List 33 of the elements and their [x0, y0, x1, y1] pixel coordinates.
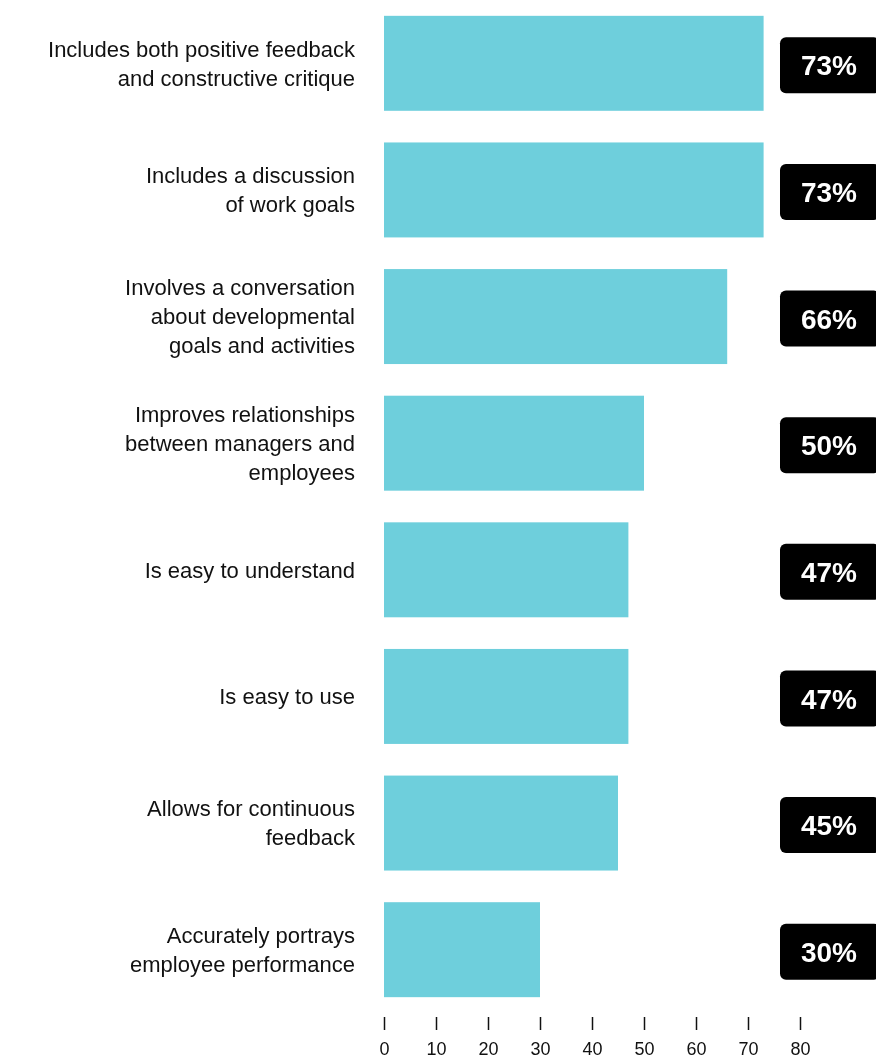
y-tick-label: Improves relationships between managers and employees [125, 401, 355, 485]
x-tick-label: 80 [790, 1038, 811, 1059]
y-tick-label: Includes both positive feedback and constructive critique [48, 36, 356, 91]
data-label: 73% [800, 177, 858, 209]
data-label: 66% [800, 303, 858, 335]
x-tick-label: 60 [686, 1038, 707, 1059]
data-label: 47% [800, 683, 858, 715]
data-label: 47% [800, 556, 858, 588]
x-tick-label: 70 [738, 1038, 759, 1059]
bar [384, 15, 764, 111]
x-tick-label: 40 [582, 1038, 603, 1059]
bar [384, 648, 629, 744]
bar [384, 522, 629, 618]
y-tick-label: Involves a conversation about developmental goals and activities [125, 275, 355, 359]
bar [384, 269, 728, 365]
data-label: 45% [800, 810, 858, 842]
data-label: 73% [800, 50, 858, 82]
y-tick-label: Allows for continuous feedback [147, 796, 356, 851]
y-tick-label: Accurately portrays employee performance [129, 922, 355, 977]
x-tick-label: 30 [530, 1038, 551, 1059]
x-tick-label: 20 [478, 1038, 499, 1059]
x-tick-label: 50 [634, 1038, 655, 1059]
bar [384, 395, 644, 491]
data-label: 30% [800, 936, 858, 968]
x-tick-label: 10 [426, 1038, 447, 1059]
y-tick-label: Is easy to use [219, 684, 355, 710]
x-tick-label: 0 [379, 1038, 390, 1059]
bar [384, 775, 618, 871]
data-label: 50% [800, 430, 858, 462]
bar [384, 902, 540, 998]
y-tick-label: Includes a discussion of work goals [145, 163, 355, 218]
bar [384, 142, 764, 238]
y-tick-label: Is easy to understand [144, 557, 355, 583]
